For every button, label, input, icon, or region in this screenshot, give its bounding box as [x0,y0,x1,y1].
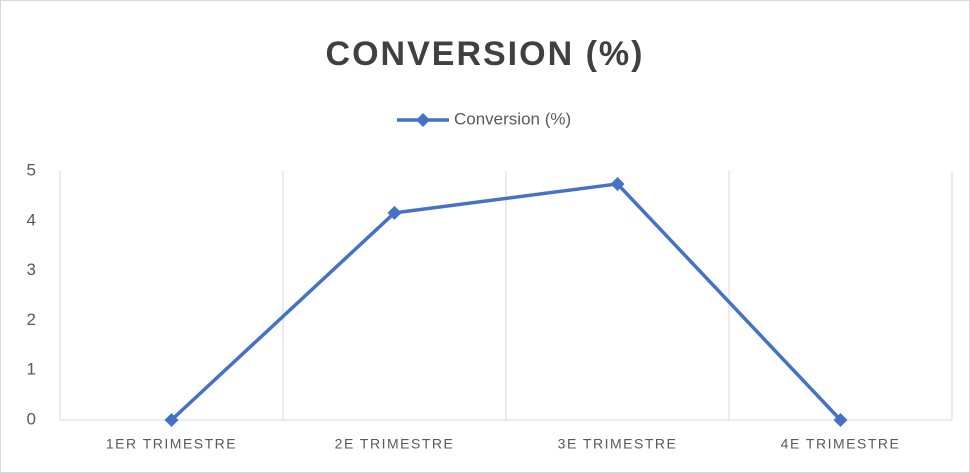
y-tick-label: 0 [27,409,36,428]
x-tick-label: 1ER TRIMESTRE [106,436,237,452]
marker [833,413,848,427]
y-tick-label: 5 [27,160,36,179]
legend-label: Conversion (%) [454,109,571,128]
series-line [170,182,842,422]
marker [164,413,179,427]
marker [387,205,402,220]
y-tick-label: 4 [27,210,36,229]
y-tick-label: 1 [27,360,36,379]
y-tick-label: 2 [27,310,36,329]
chart-title: CONVERSION (%) [326,35,645,73]
x-tick-label: 4E TRIMESTRE [781,436,901,452]
marker [610,176,625,191]
legend-marker [416,113,430,127]
x-tick-label: 2E TRIMESTRE [335,436,455,452]
y-tick-label: 3 [27,260,36,279]
x-tick-label: 3E TRIMESTRE [558,436,678,452]
